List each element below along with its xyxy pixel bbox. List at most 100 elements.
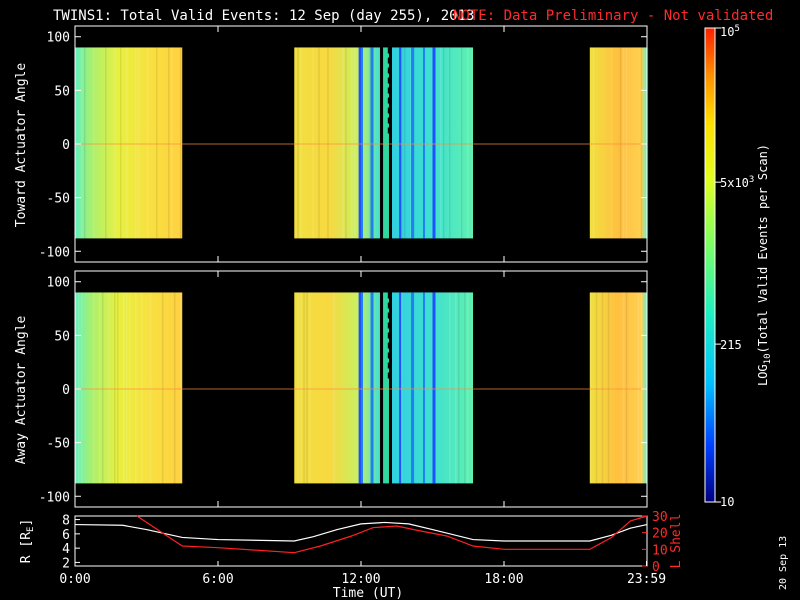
heatmap-streak [409, 47, 412, 239]
heatmap-streak [463, 292, 466, 484]
heatmap-streak [162, 292, 164, 484]
lshell-ylabel: L Shell [669, 514, 684, 569]
heatmap-block [294, 47, 381, 239]
heatmap-streak [114, 292, 116, 484]
heatmap-block [75, 47, 183, 239]
heatmap-streak [640, 292, 643, 484]
heatmap-streak [400, 292, 403, 484]
heatmap-streak [171, 47, 173, 239]
heatmap-streak [640, 47, 643, 239]
heatmap-streak [156, 47, 158, 239]
heatmap-streak [75, 292, 77, 484]
heatmap-streak [448, 292, 451, 484]
radius-ylabel: R [RE] [19, 519, 36, 564]
heatmap-low-streak [361, 47, 363, 239]
y-tick-label: 2 [62, 556, 70, 571]
heatmap-streak [141, 292, 143, 484]
heatmap-streak [309, 292, 311, 484]
y-tick-label: -100 [39, 245, 70, 260]
y-tick-label: -100 [39, 490, 70, 505]
away-angle-ylabel: Away Actuator Angle [14, 315, 29, 464]
heatmap-block [383, 47, 389, 239]
colorbar-gradient [704, 27, 716, 503]
heatmap-streak [150, 292, 152, 484]
heatmap-streak [601, 292, 604, 484]
heatmap-streak [448, 47, 451, 239]
colorbar: 10 215 5x103 105 LOG10(Total Valid Events p… [704, 24, 773, 509]
heatmap-streak [303, 292, 305, 484]
heatmap-streak [351, 47, 353, 239]
away-angle-panel: 100 50 0 -50 -100 [39, 270, 649, 508]
x-tick-label: 6:00 [202, 572, 233, 587]
heatmap-streak [180, 47, 182, 239]
y-tick-label-right: 10 [652, 543, 668, 558]
heatmap-block [383, 292, 389, 484]
heatmap-streak [174, 292, 176, 484]
colorbar-label: LOG10(Total Valid Events per Scan) [756, 144, 773, 386]
date-stamp: 20 Sep 13 [778, 536, 789, 590]
heatmap-low-streak [411, 47, 415, 239]
heatmap-streak [93, 47, 95, 239]
heatmap-block [589, 47, 647, 239]
heatmap-streak [93, 292, 95, 484]
heatmap-streak [300, 47, 302, 239]
colorbar-tick-label: 215 [720, 338, 742, 352]
heatmap-streak [123, 292, 125, 484]
heatmap-streak [589, 292, 592, 484]
heatmap-streak [342, 47, 344, 239]
heatmap-streak [622, 292, 625, 484]
heatmap-streak [78, 292, 80, 484]
heatmap-streak [180, 292, 182, 484]
heatmap-low-streak [432, 292, 436, 484]
radius-line [74, 521, 648, 542]
heatmap-streak [81, 47, 83, 239]
heatmap-streak [595, 292, 598, 484]
heatmap-streak [108, 292, 110, 484]
heatmap-streak [646, 292, 649, 484]
y-tick-label: -50 [47, 192, 70, 207]
heatmap-streak [460, 47, 463, 239]
colorbar-tick-label: 105 [720, 24, 740, 39]
heatmap-streak [646, 47, 649, 239]
heatmap-streak [607, 292, 610, 484]
heatmap-streak [318, 47, 320, 239]
heatmap-streak [102, 292, 104, 484]
heatmap-streak [117, 292, 119, 484]
heatmap-streak [84, 47, 86, 239]
toward-angle-ylabel: Toward Actuator Angle [14, 63, 29, 228]
lshell-line [136, 515, 648, 554]
heatmap-streak [333, 292, 335, 484]
heatmap-streak [105, 47, 107, 239]
heatmap-streak [369, 47, 371, 239]
y-tick-label: 0 [62, 138, 70, 153]
heatmap-streak [625, 47, 628, 239]
heatmap-streak [354, 47, 356, 239]
heatmap-streak [457, 292, 460, 484]
colorbar-tick-label: 5x103 [720, 175, 754, 190]
heatmap-streak [312, 47, 314, 239]
x-axis-label: Time (UT) [333, 586, 403, 600]
y-tick-label-right: 20 [652, 527, 668, 542]
y-tick-label: 6 [62, 528, 70, 543]
heatmap-streak [625, 292, 628, 484]
heatmap-low-streak [411, 292, 415, 484]
heatmap-low-streak [358, 292, 362, 484]
heatmap-streak [345, 47, 347, 239]
heatmap-streak [99, 292, 101, 484]
heatmap-low-streak [432, 47, 436, 239]
heatmap-streak [297, 47, 299, 239]
y-tick-label: 8 [62, 514, 70, 529]
y-tick-label: -50 [47, 437, 70, 452]
heatmap-low-streak [422, 292, 425, 484]
heatmap-streak [637, 292, 640, 484]
y-tick-label-right: 0 [652, 560, 660, 575]
heatmap-streak [114, 47, 116, 239]
heatmap-block [294, 292, 381, 484]
colorbar-tick-label: 10 [720, 495, 734, 509]
heatmap-streak [126, 47, 128, 239]
heatmap-streak [138, 47, 140, 239]
x-tick-label: 18:00 [484, 572, 523, 587]
heatmap-streak [466, 47, 469, 239]
heatmap-streak [147, 47, 149, 239]
